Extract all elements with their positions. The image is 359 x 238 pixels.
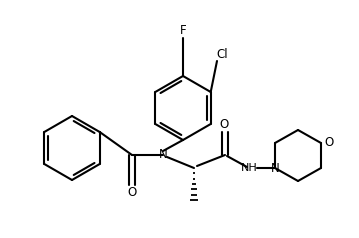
Text: O: O bbox=[127, 187, 137, 199]
Text: O: O bbox=[325, 137, 334, 149]
Text: F: F bbox=[180, 24, 186, 36]
Text: O: O bbox=[219, 118, 229, 130]
Text: NH: NH bbox=[241, 163, 257, 173]
Text: Cl: Cl bbox=[216, 49, 228, 61]
Text: N: N bbox=[159, 149, 167, 162]
Text: N: N bbox=[271, 162, 279, 174]
